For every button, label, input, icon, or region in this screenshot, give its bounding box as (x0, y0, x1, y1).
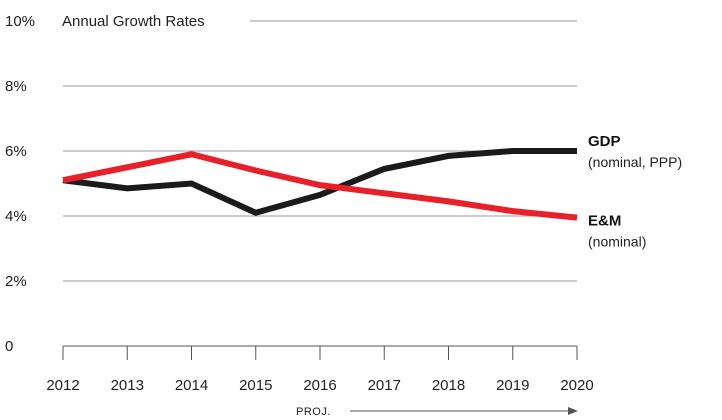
series-labels: GDP (nominal, PPP) E&M (nominal) (588, 133, 682, 250)
y-tick-label: 4% (5, 208, 27, 225)
y-tick-label: 2% (5, 273, 27, 290)
y-tick-label: 0 (5, 338, 13, 355)
chart-title: Annual Growth Rates (62, 13, 205, 30)
series-lines (62, 148, 578, 221)
x-tick-label: 2013 (111, 377, 144, 394)
x-tick-label: 2019 (496, 377, 529, 394)
gdp-label: GDP (588, 133, 621, 150)
y-tick-label: 10% (5, 13, 35, 30)
em-label: E&M (588, 213, 621, 230)
x-tick-label: 2012 (46, 377, 79, 394)
y-tick-label: 6% (5, 143, 27, 160)
y-tick-label: 8% (5, 78, 27, 95)
projection-annotation: PROJ. (296, 406, 578, 418)
gdp-line (62, 148, 577, 216)
x-tick-label: 2018 (432, 377, 465, 394)
x-tick-label: 2020 (560, 377, 593, 394)
grid-lines (63, 20, 577, 282)
em-sublabel: (nominal) (588, 234, 646, 250)
x-tick-label: 2017 (368, 377, 401, 394)
x-axis: 2012 2013 2014 2015 2016 2017 2018 2019 2020 (46, 345, 594, 394)
gdp-sublabel: (nominal, PPP) (588, 154, 682, 170)
x-tick-label: 2015 (239, 377, 272, 394)
y-axis-tick-labels: 0 2% 4% 6% 8% 10% (5, 13, 35, 355)
x-tick-label: 2014 (175, 377, 208, 394)
projection-arrow-head (568, 407, 578, 415)
x-tick-label: 2016 (303, 377, 336, 394)
em-line (62, 151, 578, 221)
projection-label: PROJ. (296, 406, 331, 418)
